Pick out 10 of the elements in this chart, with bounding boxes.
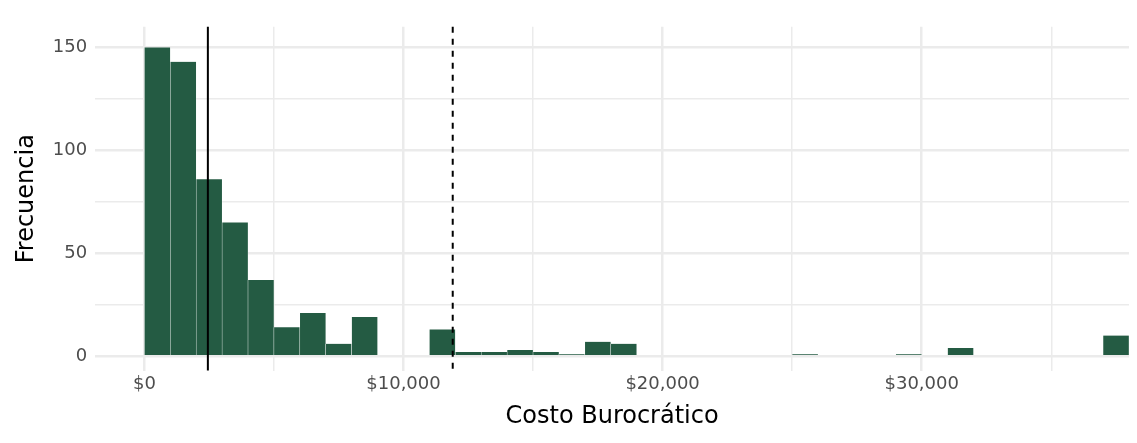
y-tick-label: 100 [52,137,88,159]
y-tick-label: 50 [64,240,88,262]
y-tick-label: 0 [75,343,88,365]
x-tick-label: $10,000 [366,372,441,394]
x-tick-label: $30,000 [884,372,959,394]
y-axis-title: Frecuencia [10,134,39,264]
x-tick-label: $0 [132,372,156,394]
y-tick-label: 150 [52,35,88,57]
x-axis-title: Costo Burocrático [505,400,719,429]
x-tick-label: $20,000 [625,372,700,394]
